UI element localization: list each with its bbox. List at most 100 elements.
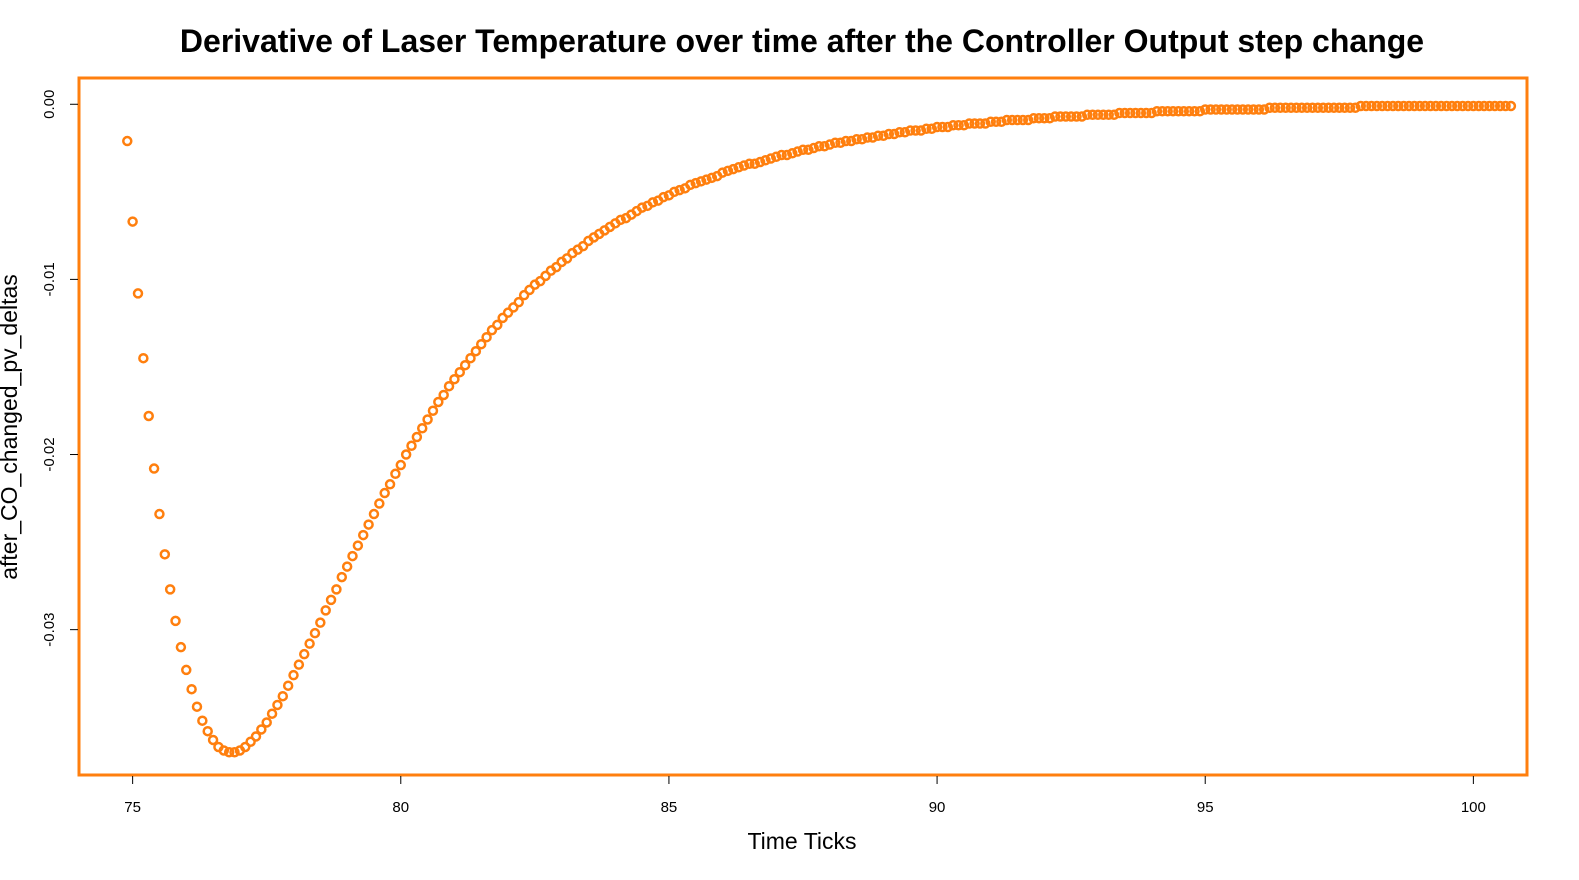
data-point [336, 571, 348, 583]
chart-title: Derivative of Laser Temperature over tim… [180, 23, 1424, 59]
data-point [1146, 107, 1157, 119]
data-point [1253, 104, 1265, 115]
data-point [154, 508, 165, 520]
data-point [722, 165, 734, 177]
data-point [749, 158, 760, 170]
data-point [524, 284, 535, 296]
data-point [256, 724, 267, 735]
data-point [615, 214, 626, 226]
data-point [315, 617, 326, 628]
data-point [492, 319, 503, 331]
data-point [502, 307, 514, 318]
data-point [1151, 106, 1163, 117]
data-point [218, 745, 230, 756]
data-points [122, 100, 1517, 758]
data-point [207, 734, 219, 746]
data-point [406, 440, 417, 452]
data-point [1065, 111, 1077, 122]
data-point [1344, 102, 1356, 114]
data-point [1403, 100, 1415, 112]
data-point [846, 135, 857, 147]
data-point [733, 162, 744, 173]
data-point [1183, 106, 1195, 117]
data-point [1398, 100, 1409, 112]
data-point [910, 125, 921, 136]
data-point [942, 121, 954, 133]
x-tick-label: 90 [929, 799, 946, 816]
data-point [148, 463, 160, 474]
data-point [561, 253, 573, 264]
data-point [990, 116, 1002, 128]
data-point [915, 125, 927, 136]
data-point [835, 137, 846, 149]
data-point [969, 118, 980, 129]
data-point [765, 153, 777, 164]
data-point [1001, 114, 1013, 126]
data-point [1307, 102, 1318, 114]
data-point [1350, 102, 1361, 114]
y-axis: 0.00 -0.01 -0.02 -0.03 [41, 90, 78, 647]
data-point [1457, 100, 1468, 112]
data-point [293, 659, 305, 670]
data-point [534, 275, 546, 287]
x-axis: 75 80 85 90 95 100 [124, 776, 1486, 816]
data-point [159, 549, 171, 560]
data-point [1189, 106, 1200, 117]
data-point [1098, 109, 1109, 121]
data-point [282, 680, 294, 691]
data-point [974, 118, 986, 129]
data-point [760, 155, 771, 166]
data-point [1323, 102, 1334, 114]
data-point [518, 289, 530, 301]
data-point [1366, 100, 1377, 112]
data-point [1205, 104, 1216, 115]
data-point [433, 396, 444, 408]
data-point [894, 127, 905, 138]
data-point [856, 134, 868, 145]
data-point [1130, 107, 1141, 119]
y-tick-label: 0.00 [41, 90, 58, 119]
data-point [878, 130, 889, 142]
data-point [1285, 102, 1297, 114]
data-point [1435, 100, 1447, 112]
data-point [1446, 100, 1458, 112]
data-point [872, 130, 884, 142]
data-point [674, 184, 685, 196]
data-point [309, 627, 321, 639]
data-point [1500, 100, 1511, 112]
data-point [470, 345, 482, 357]
data-point [899, 127, 911, 138]
data-point [1452, 100, 1463, 112]
data-point [363, 519, 374, 530]
data-point [1081, 109, 1093, 121]
y-tick-label: -0.02 [41, 437, 58, 471]
data-point [797, 144, 809, 156]
data-point [1355, 100, 1366, 112]
x-tick-label: 75 [124, 799, 141, 816]
data-point [170, 615, 181, 627]
data-point [465, 352, 476, 364]
data-point [508, 302, 519, 313]
data-point [658, 191, 669, 203]
data-point [1264, 102, 1275, 114]
data-point [459, 359, 471, 371]
data-point [1468, 100, 1479, 112]
data-point [1221, 104, 1232, 115]
data-point [138, 352, 149, 364]
data-point [1291, 102, 1302, 114]
data-point [1028, 113, 1039, 124]
data-point [996, 116, 1007, 128]
data-point [481, 331, 492, 343]
data-point [132, 288, 144, 299]
data-point [368, 508, 380, 520]
plot-frame [77, 76, 1529, 777]
data-point [475, 338, 487, 350]
data-point [770, 151, 782, 163]
data-point [862, 132, 873, 143]
data-point [1114, 107, 1125, 119]
data-point [1505, 100, 1517, 112]
data-point [1060, 111, 1072, 122]
data-point [1441, 100, 1452, 112]
data-point [1360, 100, 1372, 112]
data-point [1124, 107, 1136, 119]
